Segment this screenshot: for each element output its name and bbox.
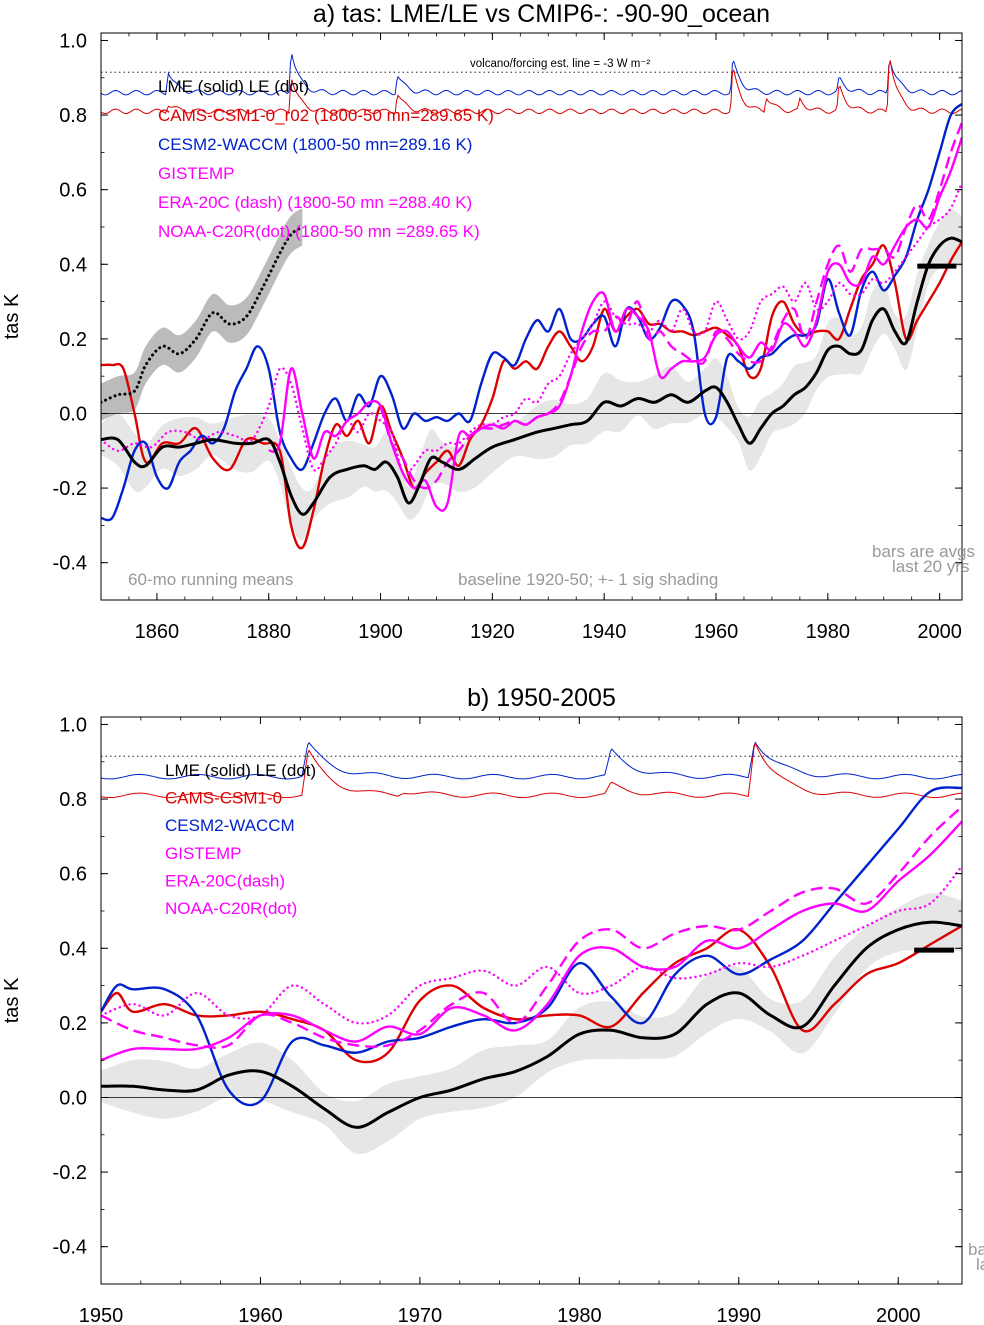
y-tick-label: 0.0: [59, 403, 87, 425]
running-mean-note: 60-mo running means: [128, 570, 293, 589]
series-line-lme: [101, 920, 962, 1129]
baseline-note: baseline 1920-50; +- 1 sig shading: [458, 570, 718, 589]
x-tick-label: 2000: [876, 1305, 921, 1325]
y-tick-label: 0.4: [59, 938, 87, 960]
series-line-gistemp: [101, 820, 962, 1062]
x-tick-label: 1970: [398, 1305, 443, 1325]
panel-a: -0.4 -0.2 0.0 0.2 0.4 0.6 0.8 1.0 1860 1880 1900 19…: [1, 0, 975, 643]
y-tick-label: 0.2: [59, 329, 87, 351]
chart-title: b) 1950-2005: [467, 684, 616, 712]
bars-note-line2: last 20 yrs: [892, 557, 969, 576]
series-line-cams-csm1-0-r02: [101, 241, 962, 550]
legend-entry: CESM2-WACCM (1800-50 mn=289.16 K): [158, 135, 472, 154]
plot-frame: [100, 716, 963, 1285]
x-tick-label: 1990: [717, 1305, 762, 1325]
le-sigma-shading: [101, 208, 303, 421]
legend-entry: CAMS-CSM1-0: [165, 789, 282, 808]
forcing-curve-blue: [101, 54, 962, 96]
x-tick-label: 1940: [582, 621, 627, 643]
y-tick-label: -0.4: [53, 1237, 87, 1259]
legend-entry: ERA-20C(dash): [165, 871, 285, 890]
y-tick-label: 0.8: [59, 789, 87, 811]
legend-entry: GISTEMP: [165, 844, 242, 863]
y-tick-label: 0.8: [59, 105, 87, 127]
y-axis-label: tas K: [1, 293, 23, 339]
plot-frame: [100, 32, 963, 601]
y-tick-label: 0.2: [59, 1013, 87, 1035]
legend-entry: GISTEMP: [158, 164, 235, 183]
legend-entry: LME (solid) LE (dot): [158, 77, 309, 96]
bars-note-line2: la: [976, 1255, 984, 1274]
series-line-noaa-c20r: [101, 865, 962, 1025]
series-line-le: [101, 225, 304, 404]
y-tick-label: 0.6: [59, 864, 87, 886]
plot-area: [101, 741, 962, 1155]
legend-entry: CESM2-WACCM: [165, 816, 295, 835]
y-tick-label: -0.2: [53, 478, 87, 500]
y-tick-label: 0.4: [59, 254, 87, 276]
volcano-annotation: volcano/forcing est. line = -3 W m⁻²: [470, 58, 650, 70]
y-tick-label: 0.6: [59, 180, 87, 202]
series-line-lme: [101, 236, 962, 516]
x-tick-label: 1980: [557, 1305, 602, 1325]
series-line-era-20c: [379, 122, 962, 490]
series-line-noaa-c20r: [101, 181, 962, 477]
x-tick-label: 1980: [806, 621, 851, 643]
x-tick-label: 1900: [358, 621, 403, 643]
y-tick-label: -0.4: [53, 553, 87, 575]
series-line-cams-csm1-0: [101, 924, 962, 1064]
forcing-curve-red: [101, 60, 962, 115]
forcing-curve-blue: [101, 741, 962, 780]
bars-note-line1: ba: [968, 1240, 984, 1259]
y-axis-label: tas K: [1, 977, 23, 1023]
chart-title: a) tas: LME/LE vs CMIP6-: -90-90_ocean: [313, 0, 770, 28]
y-tick-label: 0.0: [59, 1087, 87, 1109]
legend-entry: LME (solid) LE (dot): [165, 761, 316, 780]
panel-b: -0.4 -0.2 0.0 0.2 0.4 0.6 0.8 1.0 1950 1960 1970 19…: [1, 684, 984, 1325]
y-tick-label: -0.2: [53, 1162, 87, 1184]
bars-note-line1: bars are avgs: [872, 542, 975, 561]
plot-area: [101, 54, 962, 550]
y-tick-label: 1.0: [59, 714, 87, 736]
x-tick-label: 1960: [694, 621, 739, 643]
legend-entry: ERA-20C (dash) (1800-50 mn =288.40 K): [158, 193, 472, 212]
lme-sigma-shading: [101, 209, 962, 541]
legend-entry: CAMS-CSM1-0_r02 (1800-50 mn=289.65 K): [158, 106, 494, 125]
legend-entry: NOAA-C20R(dot) (1800-50 mn =289.65 K): [158, 222, 480, 241]
legend-entry: NOAA-C20R(dot): [165, 899, 297, 918]
x-tick-label: 2000: [917, 621, 962, 643]
x-tick-label: 1920: [470, 621, 515, 643]
x-tick-label: 1860: [135, 621, 180, 643]
x-tick-label: 1950: [79, 1305, 124, 1325]
x-tick-label: 1880: [246, 621, 291, 643]
forcing-curve-red: [101, 741, 962, 799]
y-tick-label: 1.0: [59, 30, 87, 52]
x-tick-label: 1960: [238, 1305, 283, 1325]
series-line-era-20c: [101, 805, 962, 1049]
lme-sigma-shading: [101, 893, 962, 1155]
series-line-cesm2-waccm: [101, 786, 962, 1107]
